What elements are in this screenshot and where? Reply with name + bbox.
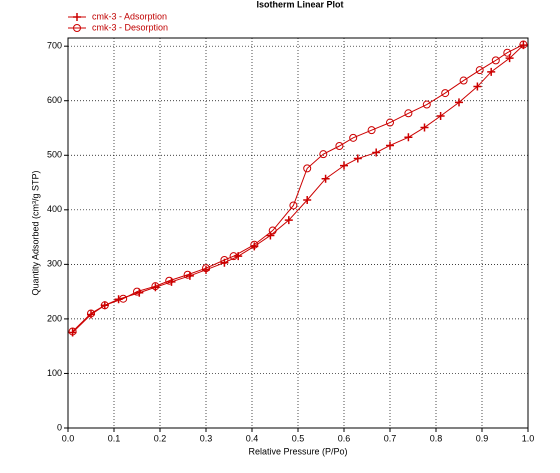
- x-tick-label: 0.4: [246, 433, 259, 443]
- data-point: [319, 150, 328, 159]
- data-point: [151, 282, 160, 291]
- data-point: [68, 327, 77, 336]
- x-tick-label: 0.8: [430, 433, 443, 443]
- data-point: [202, 264, 210, 273]
- data-point: [335, 142, 344, 150]
- data-point: [491, 56, 500, 65]
- data-point: [183, 270, 192, 279]
- data-point: [133, 287, 141, 296]
- data-point: [220, 256, 229, 264]
- data-point: [455, 98, 463, 107]
- x-tick-label: 0.1: [108, 433, 121, 443]
- data-point: [135, 288, 144, 297]
- data-point: [73, 13, 81, 21]
- y-tick-label: 700: [47, 41, 62, 51]
- y-tick-label: 300: [47, 259, 62, 269]
- data-point: [87, 309, 95, 318]
- data-point: [165, 276, 174, 285]
- data-point: [372, 148, 381, 157]
- data-point: [487, 67, 496, 76]
- data-point: [404, 133, 413, 142]
- data-point: [289, 201, 298, 210]
- chart-title: Isotherm Linear Plot: [256, 0, 343, 9]
- data-point: [250, 240, 259, 249]
- legend-text: cmk-3 - Adsorption: [92, 11, 167, 21]
- legend-text: cmk-3 - Desorption: [92, 22, 168, 32]
- x-tick-label: 0.9: [476, 433, 489, 443]
- x-tick-label: 0.6: [338, 433, 351, 443]
- x-axis-label: Relative Pressure (P/Po): [248, 446, 347, 456]
- data-point: [321, 174, 330, 183]
- x-tick-label: 1.0: [522, 433, 535, 443]
- data-point: [459, 76, 468, 85]
- data-point: [284, 216, 293, 225]
- x-tick-label: 0.2: [154, 433, 167, 443]
- y-tick-label: 100: [47, 368, 62, 378]
- data-point: [404, 109, 413, 118]
- series-line: [72, 44, 524, 333]
- data-point: [73, 24, 81, 32]
- data-point: [519, 40, 528, 49]
- data-point: [202, 265, 210, 274]
- data-point: [475, 66, 484, 75]
- data-point: [441, 89, 450, 98]
- data-point: [353, 154, 362, 163]
- data-point: [268, 226, 277, 235]
- data-point: [119, 294, 128, 303]
- data-point: [349, 133, 358, 142]
- data-point: [386, 141, 394, 150]
- data-point: [420, 123, 429, 132]
- data-point: [503, 48, 512, 57]
- x-tick-label: 0.0: [62, 433, 75, 443]
- data-point: [340, 161, 348, 170]
- x-tick-label: 0.5: [292, 433, 305, 443]
- data-point: [185, 271, 194, 280]
- x-tick-label: 0.3: [200, 433, 213, 443]
- y-tick-label: 0: [57, 422, 62, 432]
- data-point: [473, 82, 482, 91]
- y-tick-label: 600: [47, 95, 62, 105]
- data-point: [303, 196, 312, 204]
- y-tick-label: 500: [47, 150, 62, 160]
- data-point: [100, 301, 109, 310]
- data-point: [436, 112, 445, 120]
- y-tick-label: 400: [47, 204, 62, 214]
- data-point: [303, 164, 312, 173]
- y-tick-label: 200: [47, 313, 62, 323]
- y-axis-label: Quantity Adsorbed (cm³/g STP): [30, 170, 40, 295]
- data-point: [367, 126, 376, 135]
- data-point: [386, 118, 394, 127]
- data-point: [229, 252, 238, 261]
- data-point: [422, 100, 431, 109]
- series-line: [72, 44, 524, 332]
- x-tick-label: 0.7: [384, 433, 397, 443]
- data-point: [167, 277, 176, 286]
